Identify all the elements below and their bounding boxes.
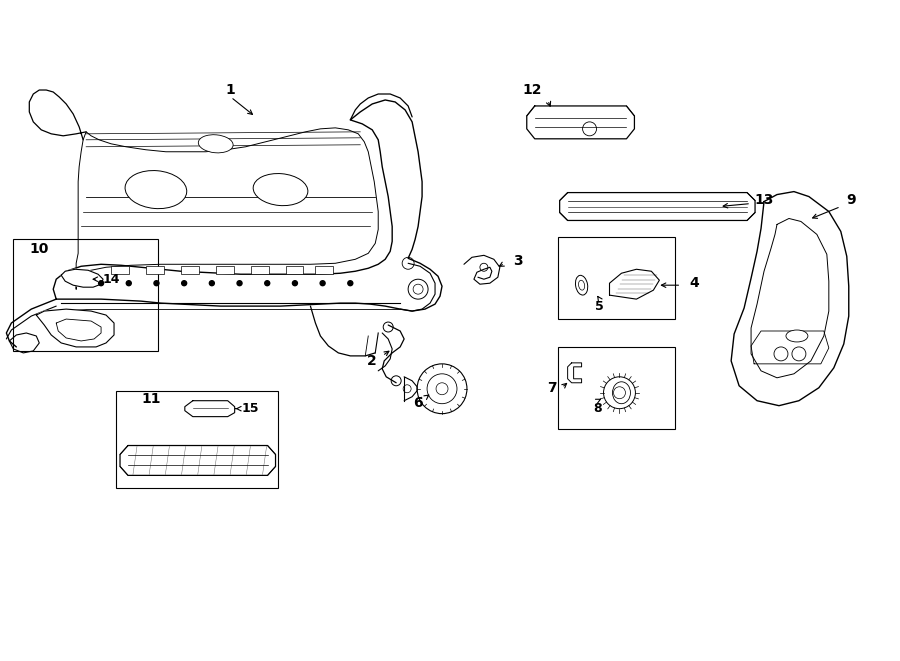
Circle shape — [265, 281, 270, 286]
Polygon shape — [560, 192, 755, 221]
Circle shape — [320, 281, 325, 286]
Text: 12: 12 — [522, 83, 542, 97]
Circle shape — [347, 281, 353, 286]
Text: 4: 4 — [689, 276, 699, 290]
Polygon shape — [731, 192, 849, 406]
Bar — [116, 391, 277, 488]
Ellipse shape — [613, 382, 630, 404]
Circle shape — [210, 281, 214, 286]
Text: 7: 7 — [547, 381, 556, 395]
Text: 14: 14 — [103, 273, 120, 286]
Bar — [14, 239, 157, 351]
Text: 13: 13 — [754, 192, 774, 206]
Text: 5: 5 — [595, 299, 604, 313]
Text: 3: 3 — [513, 254, 523, 268]
Text: 10: 10 — [30, 243, 49, 256]
Text: 11: 11 — [141, 392, 161, 406]
Bar — [250, 266, 268, 274]
Bar — [558, 347, 675, 428]
Ellipse shape — [198, 135, 233, 153]
Text: 6: 6 — [413, 396, 423, 410]
Ellipse shape — [579, 280, 585, 290]
Circle shape — [154, 281, 159, 286]
Circle shape — [237, 281, 242, 286]
Polygon shape — [61, 269, 104, 287]
Ellipse shape — [575, 276, 588, 295]
Text: 8: 8 — [593, 402, 602, 415]
Bar — [315, 266, 333, 274]
Polygon shape — [184, 401, 235, 416]
Ellipse shape — [125, 171, 186, 209]
Text: 9: 9 — [846, 192, 856, 206]
Text: 15: 15 — [242, 402, 259, 415]
Bar — [146, 266, 164, 274]
Circle shape — [99, 281, 104, 286]
Circle shape — [292, 281, 297, 286]
Polygon shape — [36, 309, 114, 347]
Bar — [285, 266, 303, 274]
Bar — [181, 266, 199, 274]
Bar — [111, 266, 129, 274]
Bar — [216, 266, 234, 274]
Circle shape — [126, 281, 131, 286]
Text: 1: 1 — [226, 83, 236, 97]
Text: 2: 2 — [367, 354, 377, 368]
Bar — [558, 237, 675, 319]
Polygon shape — [526, 106, 634, 139]
Circle shape — [182, 281, 186, 286]
Polygon shape — [609, 269, 660, 299]
Ellipse shape — [253, 174, 308, 206]
Polygon shape — [120, 446, 275, 475]
Ellipse shape — [786, 330, 808, 342]
